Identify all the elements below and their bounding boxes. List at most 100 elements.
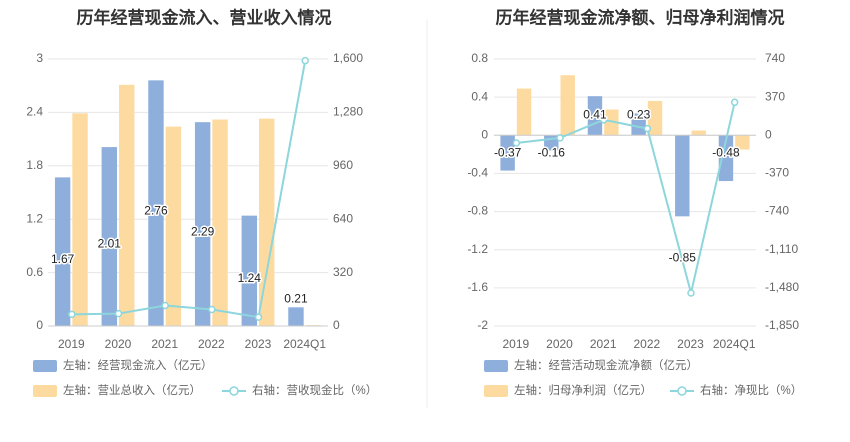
right-left-axis-tick-label: -1.6 [467,280,488,294]
left-bar-secondary [72,113,88,326]
right-right-axis-tick-label: -1,480 [765,280,799,294]
right-bar-primary [675,135,690,217]
right-x-axis-tick-label: 2023 [677,337,704,351]
right-data-label: -0.16 [538,145,566,159]
left-legend-swatch [33,360,57,372]
left-bar-primary [288,307,304,326]
left-left-axis-tick-label: 3 [36,51,43,65]
right-line-series [516,102,736,294]
right-bar-secondary [604,109,619,136]
right-data-label: 0.23 [627,107,651,121]
left-bar-secondary [259,118,275,326]
left-right-axis-tick-label: 1,600 [333,51,363,65]
right-data-label: 0.41 [583,107,607,121]
left-data-label: 1.67 [51,252,75,266]
right-bar-secondary [691,130,706,136]
left-bar-secondary [212,119,228,327]
right-right-axis-tick-label: -1,850 [765,318,799,332]
left-data-label: 2.76 [144,203,168,217]
right-left-axis-tick-label: -0.8 [467,204,488,218]
left-legend-label: 左轴：经营现金流入（亿元） [63,358,213,372]
left-x-axis-tick-label: 2019 [58,337,85,351]
right-data-label: -0.37 [494,145,522,159]
right-bar-secondary [647,100,663,136]
left-right-axis-tick-label: 0 [333,318,340,332]
right-legend-swatch [484,385,508,397]
left-data-label: 2.01 [98,237,122,251]
left-x-axis-tick-label: 2021 [151,337,178,351]
left-line-point [114,309,123,318]
right-left-axis-tick-label: 0.8 [471,51,488,65]
left-bar-primary [148,80,164,326]
left-line-point [254,313,263,321]
right-right-axis-tick-label: -370 [765,166,789,180]
left-bar-secondary [119,84,135,326]
left-bar-primary [54,177,71,326]
left-line-series [71,60,307,319]
right-line-point [730,98,739,107]
right-right-axis-tick-label: 0 [765,127,772,141]
left-right-axis-tick-label: 640 [333,211,353,225]
left-right-axis-tick-label: 1,280 [333,105,363,119]
left-line-point [208,305,216,314]
left-right-axis-tick-label: 960 [333,158,353,172]
right-legend-label: 右轴：净现比（%） [700,383,802,397]
right-right-axis-tick-label: 370 [765,89,785,103]
right-x-axis-tick-label: 2022 [633,337,660,351]
left-left-axis-tick-label: 1.2 [26,211,43,225]
left-bar-secondary [165,126,182,326]
left-bar-primary [241,215,257,326]
left-legend-swatch [33,385,57,397]
left-left-axis-tick-label: 1.8 [26,158,43,172]
right-x-axis-tick-label: 2019 [502,337,529,351]
right-line-point [599,116,608,124]
left-x-axis-tick-label: 2022 [198,337,225,351]
right-line-point [556,134,564,142]
left-left-axis-tick-label: 0 [36,318,43,332]
right-bar-primary [631,113,646,136]
right-right-axis-tick-label: -740 [765,204,789,218]
right-line-point [512,139,521,147]
left-left-axis-tick-label: 0.6 [26,265,43,279]
right-legend-label: 左轴：经营活动现金流净额（亿元） [514,358,698,372]
right-legend-label: 左轴：归母净利润（亿元） [514,383,652,397]
left-left-axis-tick-label: 2.4 [26,105,43,119]
left-bar-primary [101,147,117,326]
left-data-label: 0.21 [284,291,308,305]
right-left-axis-tick-label: 0.4 [471,89,488,103]
right-x-axis-tick-label: 2020 [546,337,573,351]
right-bar-secondary [560,75,575,136]
right-right-axis-tick-label: 740 [765,51,785,65]
right-bar-secondary [735,135,750,150]
right-legend-swatch [484,360,508,372]
right-legend-line-marker [677,386,687,396]
right-left-axis-tick-label: 0 [481,127,488,141]
left-line-point [301,56,309,65]
left-legend-label: 左轴：营业总收入（亿元） [63,383,201,397]
right-x-axis-tick-label: 2021 [590,337,617,351]
right-line-point [643,124,652,133]
right-bar-secondary [516,88,532,136]
right-x-axis-tick-label: 2024Q1 [713,337,756,351]
left-x-axis-tick-label: 2023 [245,337,272,351]
right-bar-primary [718,135,734,182]
left-data-label: 2.29 [191,224,215,238]
left-line-point [161,301,169,310]
left-right-axis-tick-label: 320 [333,265,353,279]
right-right-axis-tick-label: -1,110 [765,242,798,256]
left-bar-primary [194,122,211,326]
right-chart-title: 历年经营现金流净额、归母净利润情况 [496,7,785,27]
right-bar-primary [500,135,515,171]
left-legend-line-marker [229,386,239,396]
left-chart-title: 历年经营现金流入、营业收入情况 [77,7,332,27]
right-line-point [687,289,695,297]
right-left-axis-tick-label: -2 [477,318,488,332]
left-line-point [68,310,76,319]
left-data-label: 1.24 [238,271,262,285]
right-data-label: -0.48 [712,145,740,159]
left-x-axis-tick-label: 2024Q1 [283,337,326,351]
right-left-axis-tick-label: -0.4 [467,166,488,180]
right-data-label: -0.85 [669,251,697,265]
